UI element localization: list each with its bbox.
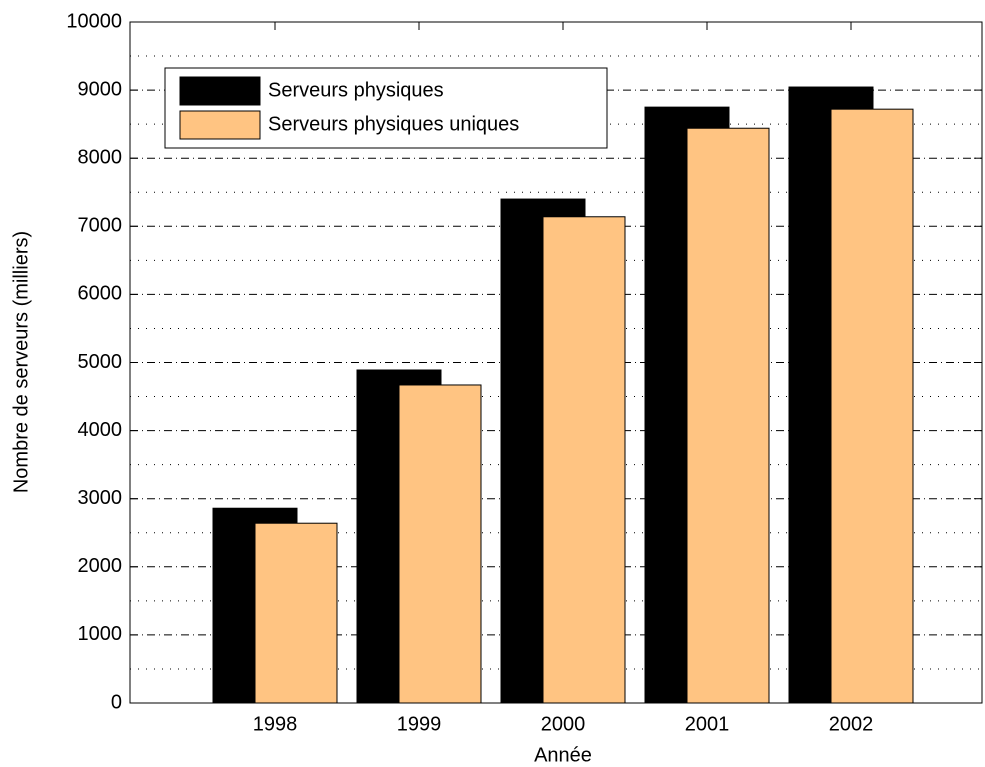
y-tick-label: 0 <box>111 691 122 713</box>
y-tick-label: 7000 <box>78 215 123 237</box>
bar <box>398 384 482 704</box>
y-tick-label: 3000 <box>78 487 123 509</box>
x-tick-label: 1998 <box>253 713 298 735</box>
y-tick-label: 2000 <box>78 555 123 577</box>
y-tick-label: 10000 <box>66 10 122 32</box>
x-tick-label: 2002 <box>829 713 874 735</box>
y-tick-label: 9000 <box>78 78 123 100</box>
legend-swatch <box>179 110 261 140</box>
x-tick-label: 2000 <box>541 713 586 735</box>
y-tick-label: 5000 <box>78 351 123 373</box>
y-tick-label: 4000 <box>78 419 123 441</box>
y-axis-label: Nombre de serveurs (milliers) <box>10 231 32 493</box>
bar <box>686 127 770 704</box>
x-tick-label: 2001 <box>685 713 730 735</box>
bar <box>254 522 338 704</box>
x-tick-label: 1999 <box>397 713 442 735</box>
legend-label: Serveurs physiques uniques <box>268 113 519 135</box>
legend-swatch <box>179 76 261 106</box>
x-axis-label: Année <box>534 744 592 766</box>
plot-frame <box>129 21 983 704</box>
bar <box>830 108 914 704</box>
y-tick-label: 6000 <box>78 283 123 305</box>
y-tick-label: 1000 <box>78 623 123 645</box>
y-tick-label: 8000 <box>78 146 123 168</box>
legend-label: Serveurs physiques <box>268 79 444 101</box>
bar <box>542 216 626 704</box>
